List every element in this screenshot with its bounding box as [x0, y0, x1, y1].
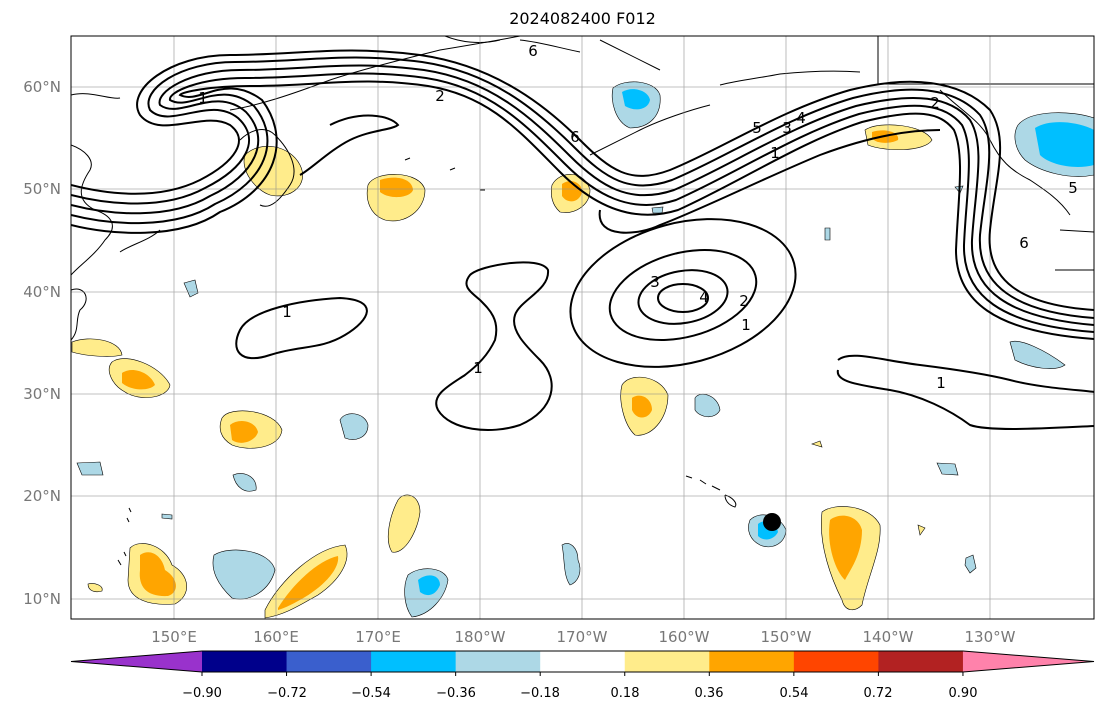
contour-label: 3 — [782, 119, 792, 137]
negative-patch — [1035, 122, 1094, 167]
colorbar-tick: −0.90 — [182, 686, 222, 701]
colorbar-extend-min — [71, 651, 202, 672]
lat-label: 10°N — [23, 590, 61, 608]
colorbar-segment — [286, 651, 372, 672]
negative-patch — [964, 554, 977, 574]
negative-patch — [161, 513, 173, 520]
negative-patch — [339, 413, 369, 440]
colorbar-tick: −0.54 — [351, 686, 391, 701]
contour-label: 6 — [1019, 234, 1029, 252]
negative-patch — [561, 543, 581, 586]
contour-label: 2 — [930, 94, 940, 112]
negative-patch — [622, 89, 650, 110]
negative-patch — [212, 549, 276, 600]
lat-label: 20°N — [23, 487, 61, 505]
positive-patch — [811, 440, 823, 448]
lon-label: 150°W — [761, 628, 812, 646]
lon-label: 170°E — [355, 628, 401, 646]
contour-label: 1 — [770, 144, 780, 162]
contour-label: 5 — [752, 119, 762, 137]
map-title: 2024082400 F012 — [509, 9, 656, 28]
contour-label: 1 — [282, 303, 292, 321]
colorbar-tick: −0.72 — [267, 686, 307, 701]
shaded-field — [71, 81, 1094, 619]
positive-patch — [71, 338, 123, 357]
colorbar-segment — [371, 651, 457, 672]
colorbar-tick: 0.90 — [949, 686, 978, 701]
colorbar-segment — [202, 651, 288, 672]
colorbar-tick: −0.36 — [436, 686, 476, 701]
positive-patch — [917, 524, 926, 536]
colorbar-tick: 0.36 — [695, 686, 724, 701]
negative-patch — [936, 462, 959, 476]
colorbar-tick: 0.72 — [864, 686, 893, 701]
negative-patch — [76, 461, 104, 476]
contour-label: 5 — [1068, 179, 1078, 197]
colorbar-segment — [540, 651, 626, 672]
contour-label: 1 — [936, 374, 946, 392]
latitude-labels: 60°N 50°N 40°N 30°N 20°N 10°N — [23, 78, 61, 608]
negative-patch — [1009, 340, 1066, 369]
storm-position-marker — [763, 513, 781, 531]
contour-label: 1 — [198, 89, 208, 107]
contour-label: 3 — [650, 273, 660, 291]
positive-patch — [632, 395, 652, 418]
lat-label: 30°N — [23, 385, 61, 403]
map-frame — [70, 35, 1095, 620]
positive-patch — [829, 515, 862, 580]
colorbar-segment — [455, 651, 541, 672]
negative-patch — [418, 575, 440, 596]
colorbar-tick-labels: −0.90 −0.72 −0.54 −0.36 −0.18 0.18 0.36 … — [182, 686, 977, 701]
contour-labels: 6 1 2 6 5 3 4 1 4 3 2 1 1 1 1 2 6 5 — [198, 42, 1078, 392]
lat-label: 50°N — [23, 180, 61, 198]
colorbar-tick: 0.54 — [780, 686, 809, 701]
contour-lines — [71, 49, 1094, 431]
lon-label: 130°W — [965, 628, 1016, 646]
negative-patch — [232, 473, 257, 492]
positive-patch — [139, 552, 176, 597]
contour-label: 1 — [473, 359, 483, 377]
colorbar-segment — [793, 651, 879, 672]
colorbar-segment — [624, 651, 710, 672]
map-area: 6 1 2 6 5 3 4 1 4 3 2 1 1 1 1 2 6 5 — [71, 36, 1094, 619]
negative-patch — [651, 206, 664, 214]
contour-label: 6 — [570, 128, 580, 146]
lon-label: 140°W — [863, 628, 914, 646]
positive-patch — [278, 556, 339, 610]
colorbar-segment — [878, 651, 964, 672]
lon-label: 180°W — [455, 628, 506, 646]
negative-patch — [824, 227, 831, 241]
lat-label: 60°N — [23, 78, 61, 96]
contour-label: 2 — [739, 292, 749, 310]
colorbar-tick: 0.18 — [611, 686, 640, 701]
colorbar — [70, 650, 1095, 676]
positive-patch — [230, 420, 258, 443]
contour-label: 4 — [699, 288, 709, 306]
lat-label: 40°N — [23, 283, 61, 301]
positive-patch — [122, 370, 155, 390]
longitude-labels: 150°E 160°E 170°E 180°W 170°W 160°W 150°… — [151, 628, 1015, 646]
contour-label: 1 — [741, 316, 751, 334]
positive-patch — [87, 583, 103, 593]
colorbar-segment — [709, 651, 795, 672]
contour-label: 6 — [528, 42, 538, 60]
positive-patch — [380, 177, 413, 198]
lon-label: 160°E — [253, 628, 299, 646]
lon-label: 160°W — [659, 628, 710, 646]
contour-label: 2 — [435, 87, 445, 105]
lon-label: 150°E — [151, 628, 197, 646]
lon-label: 170°W — [557, 628, 608, 646]
contour-label: 4 — [796, 109, 806, 127]
colorbar-extend-max — [962, 651, 1094, 672]
colorbar-tick: −0.18 — [520, 686, 560, 701]
